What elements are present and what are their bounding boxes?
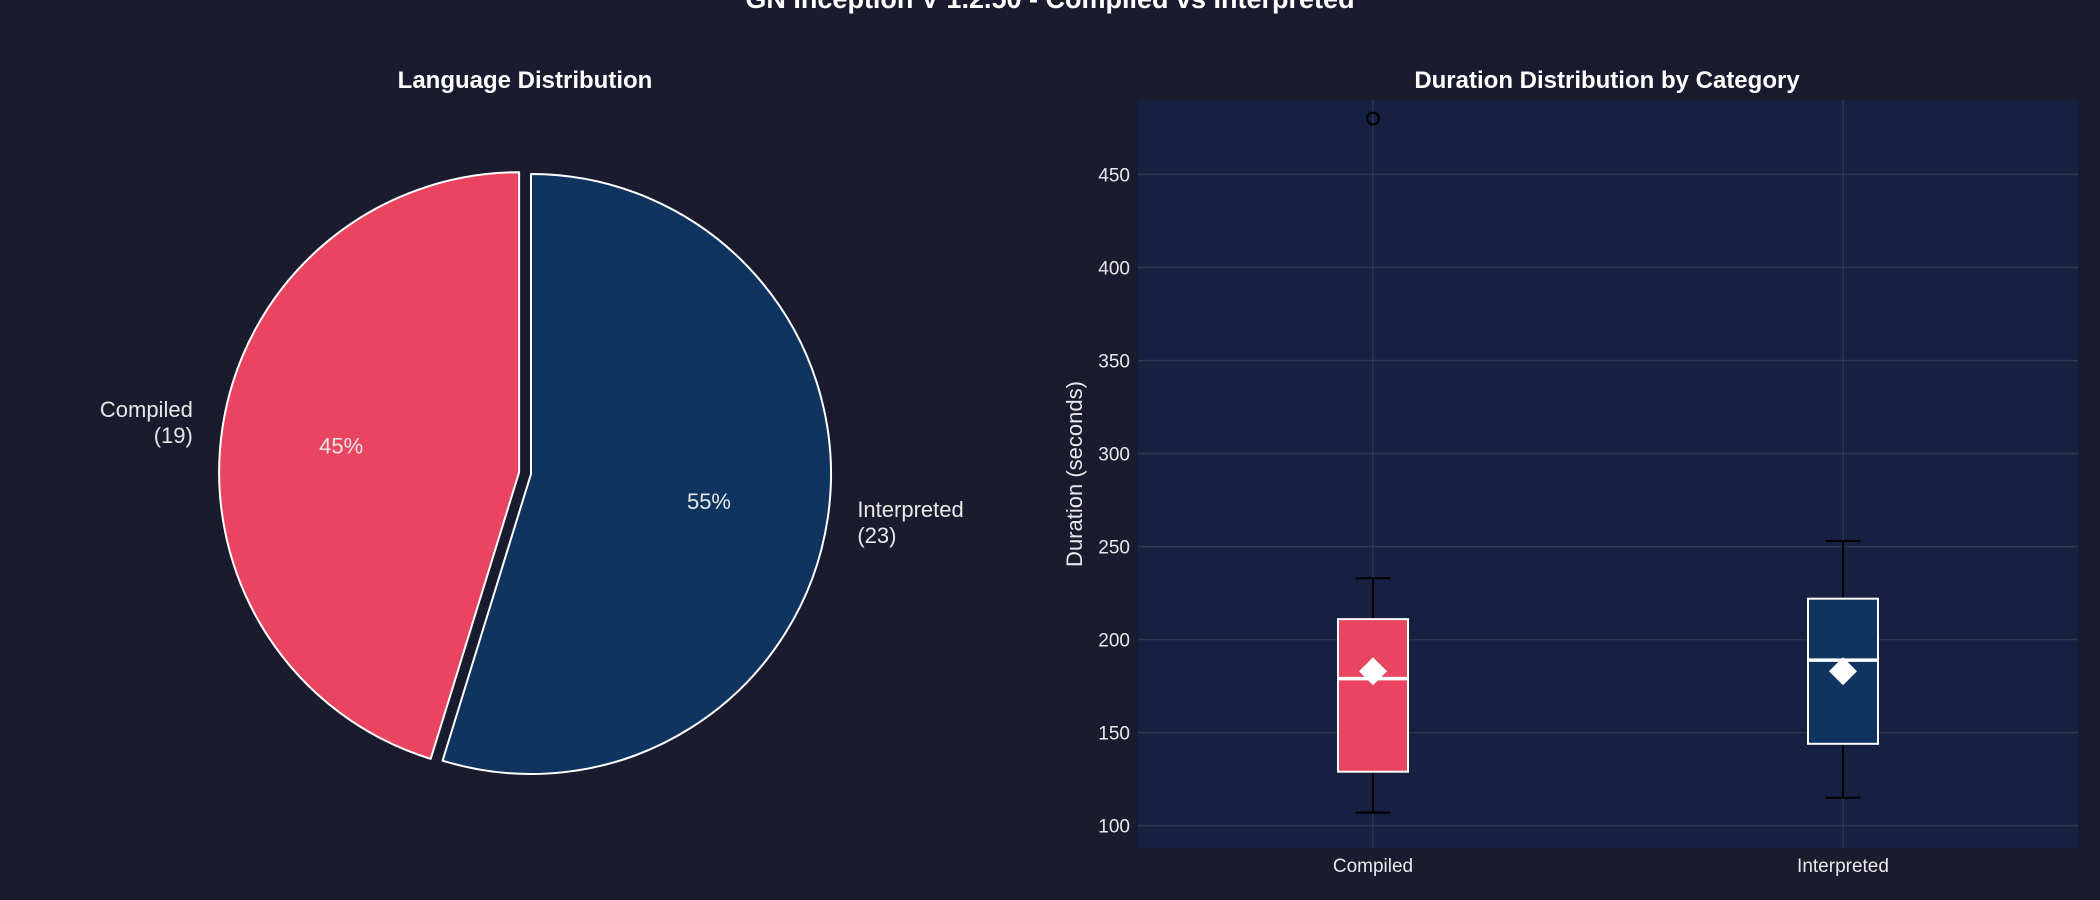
pie-chart-title: Language Distribution [398, 67, 653, 94]
y-axis-label: Duration (seconds) [1062, 381, 1087, 567]
box-compiled [1337, 111, 1409, 814]
pie-pct-label-1: 55% [687, 489, 731, 514]
y-tick-label-6: 400 [1098, 258, 1130, 279]
box-plots [1337, 111, 1879, 814]
x-tick-label-0: Compiled [1333, 856, 1413, 877]
y-axis-ticks: 100 150 200 250 300 350 400 450 [1098, 165, 1130, 837]
pie-slice-0 [218, 171, 521, 760]
box-chart-title: Duration Distribution by Category [1414, 67, 1800, 94]
mean-marker [1359, 657, 1387, 686]
box-chart: Duration Distribution by Category 100 150… [1062, 67, 2078, 877]
plot-area [1138, 100, 2078, 848]
pie-slice-label-0: Compiled (19) [100, 397, 193, 448]
pie-chart: Language Distribution 45% Compiled (19) 55%… [100, 67, 964, 775]
pie-labels: 45% Compiled (19) 55% Interpreted (23) [100, 397, 964, 548]
y-tick-label-2: 200 [1098, 631, 1130, 652]
pie-slice-1 [441, 173, 832, 775]
y-tick-label-3: 250 [1098, 538, 1130, 559]
y-tick-label-4: 300 [1098, 445, 1130, 466]
y-tick-label-5: 350 [1098, 351, 1130, 372]
box-interpreted [1807, 539, 1879, 799]
pie-slice-label-1: Interpreted (23) [857, 497, 963, 548]
grid-lines [1138, 100, 2078, 848]
y-tick-label-7: 450 [1098, 165, 1130, 186]
pie-slices [218, 171, 832, 775]
box-iqr [1337, 618, 1409, 773]
y-tick-label-1: 150 [1098, 724, 1130, 745]
x-tick-label-1: Interpreted [1797, 856, 1889, 877]
y-tick-label-0: 100 [1098, 817, 1130, 838]
figure-title: GN Inception V 1.2.50 - Compiled vs Inte… [745, 0, 1354, 14]
pie-pct-label-0: 45% [319, 433, 363, 458]
x-axis-ticks: Compiled Interpreted [1333, 856, 1889, 877]
mean-marker [1829, 657, 1857, 686]
outlier-point-0 [1366, 111, 1380, 126]
